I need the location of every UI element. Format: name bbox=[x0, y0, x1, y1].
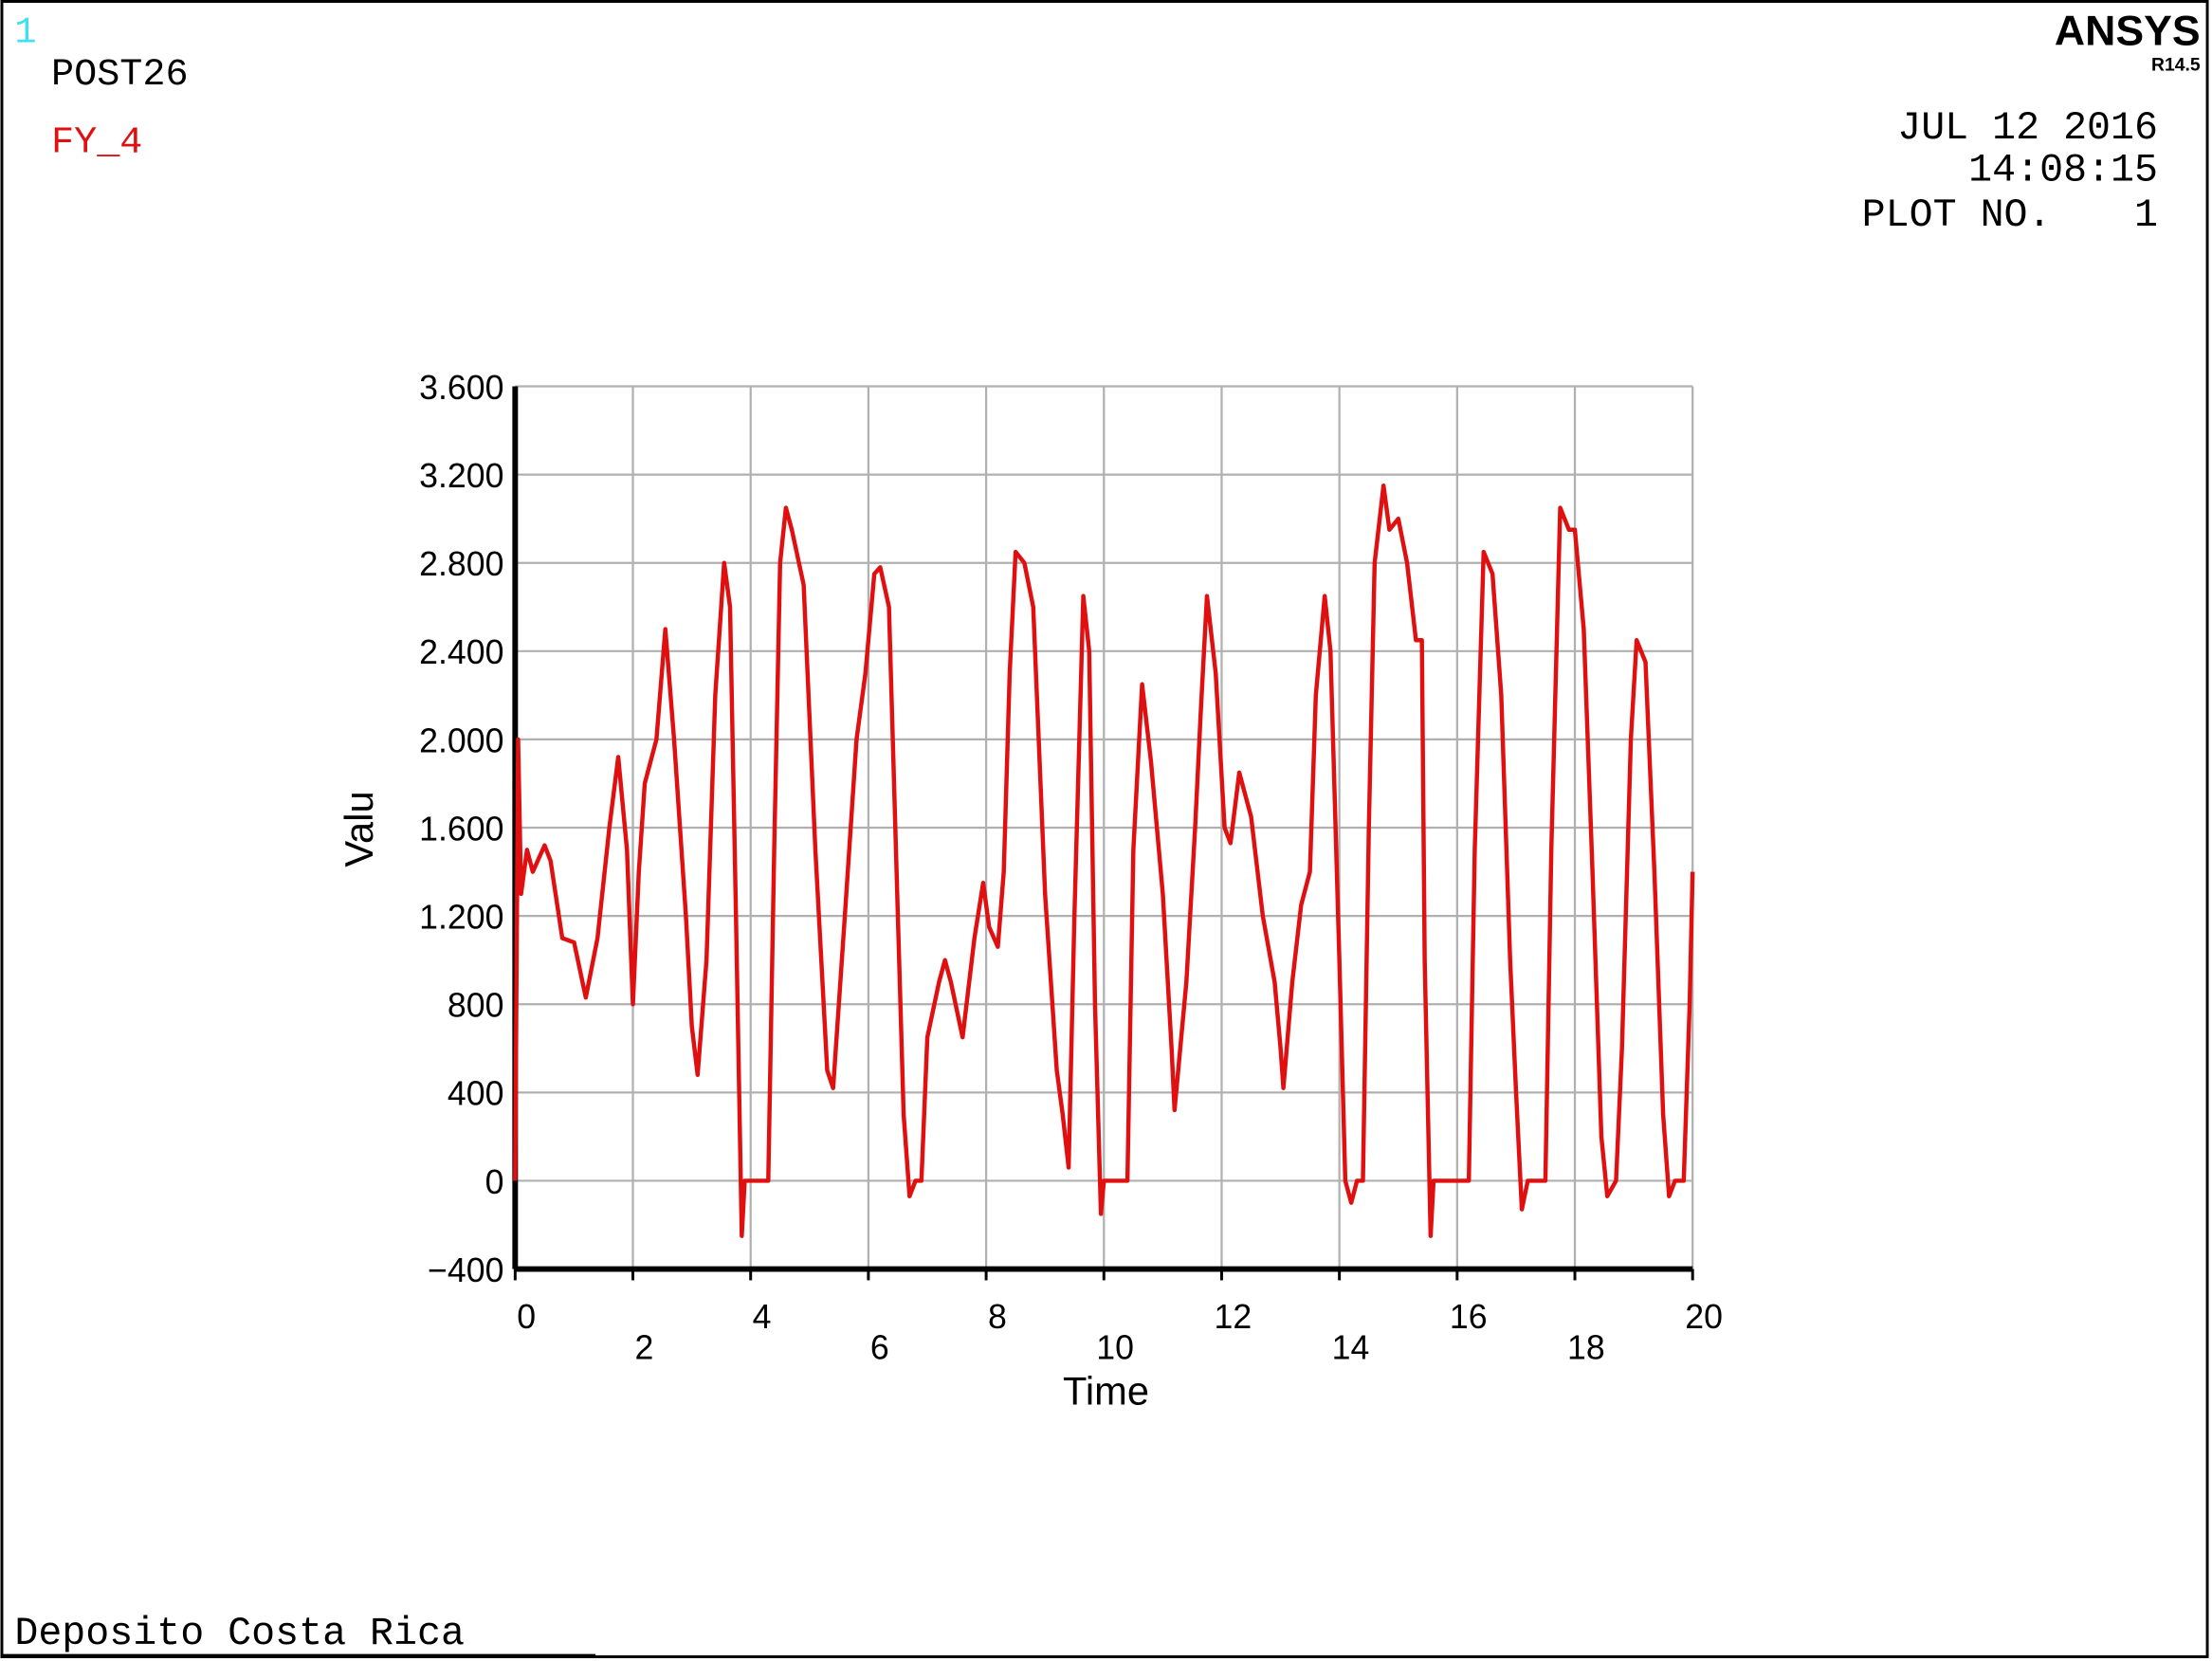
release: R14.5 bbox=[2151, 55, 2201, 75]
legend-entry: FY_4 bbox=[51, 122, 142, 165]
date: JUL 12 2016 bbox=[1897, 105, 2158, 151]
footer: Deposito Costa Rica bbox=[14, 1611, 465, 1656]
y-axis-label: Valu bbox=[337, 791, 381, 867]
x-tick-label: 12 bbox=[1215, 1298, 1252, 1336]
x-tick-label: 10 bbox=[1096, 1329, 1134, 1367]
window-number: 1 bbox=[14, 12, 36, 54]
x-tick-label: 14 bbox=[1332, 1329, 1370, 1367]
y-tick-label: 3.600 bbox=[419, 369, 503, 407]
x-tick-label: 6 bbox=[870, 1329, 889, 1367]
x-tick-label: 18 bbox=[1567, 1329, 1605, 1367]
plot-number: 1 bbox=[2134, 192, 2158, 238]
y-tick-label: 400 bbox=[448, 1075, 504, 1113]
y-tick-label: 2.400 bbox=[419, 633, 503, 671]
x-tick-label: 20 bbox=[1685, 1298, 1723, 1336]
product: ANSYS bbox=[2055, 9, 2201, 55]
time: 14:08:15 bbox=[1968, 147, 2158, 192]
x-tick-label: 8 bbox=[988, 1298, 1007, 1336]
x-axis-label: Time bbox=[1063, 1368, 1149, 1413]
y-tick-label: 1.600 bbox=[419, 810, 503, 848]
data-line bbox=[513, 483, 1695, 1238]
y-tick-label: 2.800 bbox=[419, 545, 503, 583]
x-tick-label: 16 bbox=[1450, 1298, 1488, 1336]
x-tick-label: 4 bbox=[753, 1298, 772, 1336]
x-tick-label: 0 bbox=[517, 1298, 536, 1336]
y-tick-label: 0 bbox=[485, 1163, 504, 1201]
plot-label: PLOT NO. bbox=[1862, 192, 2052, 238]
y-tick-label: 2.000 bbox=[419, 721, 503, 759]
y-tick-label: 1.200 bbox=[419, 899, 503, 937]
y-tick-label: 800 bbox=[448, 987, 504, 1025]
y-tick-label: 3.200 bbox=[419, 457, 503, 495]
x-tick-label: 2 bbox=[634, 1329, 653, 1367]
y-tick-label: −400 bbox=[428, 1251, 503, 1289]
program: POST26 bbox=[51, 54, 189, 97]
